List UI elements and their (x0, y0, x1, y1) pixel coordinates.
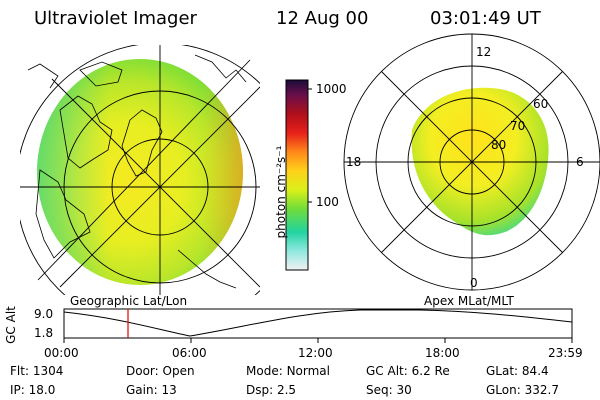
apex-caption: Apex MLat/MLT (424, 294, 514, 308)
gc-alt-axis-label: GC Alt (4, 306, 18, 344)
info-gain: Gain: 13 (126, 383, 177, 397)
altitude-curve (63, 309, 573, 337)
info-dsp: Dsp: 2.5 (246, 383, 297, 397)
mlt-label-12: 12 (476, 45, 492, 59)
geographic-grid (20, 45, 260, 295)
info-flt: Flt: 1304 (10, 364, 64, 378)
magnetic-polar-panel (343, 33, 600, 291)
mlt-label-0: 0 (470, 276, 478, 290)
info-mode: Mode: Normal (246, 364, 330, 378)
time-tick-2359: 23:59 (548, 346, 583, 360)
date-label: 12 Aug 00 (276, 8, 369, 29)
colorbar-tick-100: 100 (316, 195, 339, 209)
mlat-label-70: 70 (510, 119, 526, 133)
time-tick-1800: 18:00 (425, 346, 460, 360)
info-seq: Seq: 30 (366, 383, 412, 397)
info-glat: GLat: 84.4 (486, 364, 549, 378)
alt-tick-bottom: 1.8 (34, 326, 54, 340)
time-tick-0600: 06:00 (172, 346, 207, 360)
info-door: Door: Open (126, 364, 195, 378)
time-tick-1200: 12:00 (298, 346, 333, 360)
auroral-oval-emission (411, 87, 549, 236)
info-glon: GLon: 332.7 (486, 383, 559, 397)
geographic-image-panel (20, 45, 260, 295)
info-ip: IP: 18.0 (10, 383, 56, 397)
polar-grid (343, 33, 600, 291)
mlt-label-6: 6 (576, 155, 584, 169)
altitude-strip (63, 308, 573, 343)
colorbar-gradient (285, 79, 309, 271)
colorbar-tick-1000: 1000 (316, 82, 347, 96)
mlat-label-60: 60 (533, 97, 549, 111)
colorbar (285, 79, 312, 271)
info-gc-alt: GC Alt: 6.2 Re (366, 364, 450, 378)
time-label: 03:01:49 UT (430, 8, 541, 29)
alt-tick-top: 9.0 (34, 307, 54, 321)
time-tick-0000: 00:00 (44, 346, 79, 360)
app-title: Ultraviolet Imager (34, 8, 197, 29)
coastline-outlines (27, 54, 247, 289)
colorbar-unit-label: photon cm⁻²s⁻¹ (274, 145, 288, 239)
mlt-label-18: 18 (346, 155, 362, 169)
mlat-label-80: 80 (491, 138, 507, 152)
geographic-caption: Geographic Lat/Lon (70, 294, 188, 308)
